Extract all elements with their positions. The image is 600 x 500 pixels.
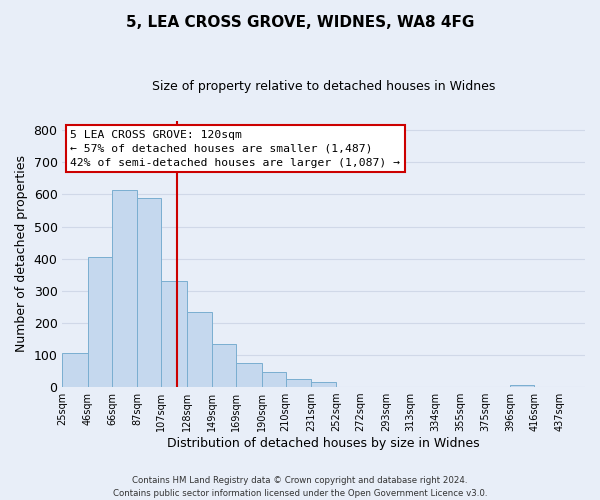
X-axis label: Distribution of detached houses by size in Widnes: Distribution of detached houses by size … [167,437,480,450]
Y-axis label: Number of detached properties: Number of detached properties [15,156,28,352]
Bar [161,281,187,387]
Bar [236,363,262,387]
Bar [510,384,535,387]
Bar [187,312,212,387]
Bar [62,354,88,387]
Bar [311,382,337,387]
Text: 5 LEA CROSS GROVE: 120sqm
← 57% of detached houses are smaller (1,487)
42% of se: 5 LEA CROSS GROVE: 120sqm ← 57% of detac… [70,130,400,168]
Text: Contains HM Land Registry data © Crown copyright and database right 2024.
Contai: Contains HM Land Registry data © Crown c… [113,476,487,498]
Text: 5, LEA CROSS GROVE, WIDNES, WA8 4FG: 5, LEA CROSS GROVE, WIDNES, WA8 4FG [126,15,474,30]
Bar [212,344,236,387]
Bar [112,190,137,387]
Title: Size of property relative to detached houses in Widnes: Size of property relative to detached ho… [152,80,496,93]
Bar [137,198,161,387]
Bar [88,257,112,387]
Bar [286,379,311,387]
Bar [262,372,286,387]
